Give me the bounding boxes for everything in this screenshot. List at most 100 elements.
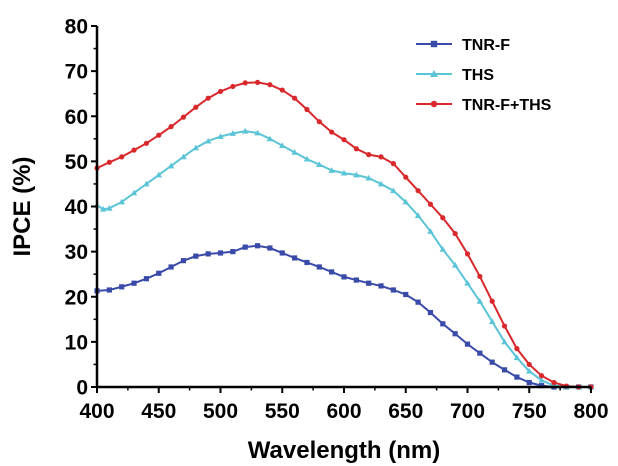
- data-point: [292, 255, 298, 261]
- data-point: [526, 361, 532, 368]
- legend-entry: TNR-F+THS: [416, 97, 552, 114]
- data-point: [119, 154, 125, 160]
- legend-label: TNR-F: [462, 37, 510, 54]
- x-tick-label: 400: [79, 400, 114, 423]
- data-point: [254, 243, 261, 249]
- data-point: [106, 159, 112, 165]
- data-point: [489, 298, 495, 304]
- data-point: [266, 135, 274, 142]
- data-point: [217, 250, 224, 256]
- data-point: [205, 95, 211, 101]
- data-point: [304, 259, 310, 266]
- data-point: [440, 321, 446, 327]
- data-point: [377, 180, 385, 187]
- data-point: [118, 198, 125, 205]
- data-point: [217, 88, 224, 95]
- data-point: [390, 161, 396, 167]
- data-point: [464, 279, 471, 286]
- x-tick-label: 700: [450, 400, 485, 423]
- data-point: [155, 171, 162, 178]
- legend-marker: [430, 100, 438, 108]
- data-point: [464, 341, 471, 347]
- data-point: [180, 114, 187, 120]
- y-tick-label: 80: [65, 16, 88, 39]
- data-point: [427, 228, 434, 234]
- data-point: [477, 350, 483, 356]
- series-tnr-f-ths: [94, 79, 594, 390]
- data-point: [316, 264, 322, 270]
- data-point: [316, 161, 323, 167]
- data-point: [427, 309, 434, 316]
- data-point: [292, 95, 298, 101]
- data-point: [106, 205, 113, 211]
- data-point: [489, 359, 495, 365]
- data-point: [329, 269, 335, 275]
- data-point: [551, 379, 557, 386]
- y-tick-label: 50: [65, 151, 88, 174]
- axes: 400 450 500 550 600 650 700 750 800 0 10 20 30 40 50 60…: [65, 16, 609, 424]
- y-tick-label: 0: [76, 377, 88, 400]
- data-point: [106, 287, 112, 293]
- y-tick-label: 20: [65, 286, 88, 309]
- data-point: [279, 142, 286, 149]
- data-point: [242, 80, 248, 86]
- legend-marker: [430, 40, 438, 48]
- data-point: [180, 153, 187, 160]
- y-tick-label: 30: [65, 241, 88, 264]
- data-point: [99, 205, 107, 212]
- data-point: [366, 152, 372, 158]
- data-point: [539, 383, 545, 389]
- data-point: [390, 187, 397, 194]
- data-point: [378, 283, 384, 289]
- y-axis-title: IPCE (%): [9, 156, 36, 256]
- data-point: [193, 253, 199, 259]
- data-point: [242, 244, 248, 250]
- y-tick-label: 40: [65, 196, 88, 219]
- data-point: [143, 140, 149, 146]
- data-point: [329, 129, 335, 135]
- data-point: [241, 127, 249, 134]
- data-point: [267, 82, 273, 88]
- plot-area: [93, 79, 595, 390]
- data-point: [451, 261, 459, 268]
- data-point: [316, 119, 322, 125]
- data-point: [353, 146, 359, 152]
- data-point: [156, 270, 162, 276]
- legend-marker: [430, 70, 438, 77]
- data-point: [403, 291, 409, 298]
- data-point: [340, 169, 348, 176]
- data-point: [217, 133, 224, 139]
- x-tick-label: 800: [573, 400, 608, 423]
- legend: TNR-F THS TNR-F+THS: [416, 37, 552, 114]
- x-tick-label: 550: [265, 400, 300, 423]
- data-point: [279, 250, 285, 256]
- data-point: [341, 274, 347, 280]
- legend-label: THS: [462, 67, 494, 84]
- data-point: [130, 189, 138, 196]
- data-point: [143, 180, 150, 187]
- data-point: [414, 212, 422, 218]
- data-point: [230, 249, 236, 255]
- data-point: [180, 258, 187, 264]
- y-tick-label: 60: [65, 106, 88, 129]
- data-point: [328, 167, 335, 173]
- data-point: [452, 331, 458, 337]
- x-tick-label: 500: [203, 400, 238, 423]
- data-point: [488, 318, 496, 325]
- data-point: [415, 188, 421, 194]
- data-point: [501, 367, 508, 373]
- data-point: [402, 198, 409, 205]
- x-tick-label: 600: [326, 400, 361, 423]
- data-point: [538, 376, 545, 383]
- x-tick-label: 650: [388, 400, 423, 423]
- data-point: [254, 129, 261, 136]
- data-point: [143, 276, 149, 282]
- data-point: [403, 174, 409, 180]
- data-point: [378, 154, 384, 160]
- data-point: [341, 137, 347, 143]
- data-point: [477, 273, 483, 280]
- data-point: [501, 338, 508, 345]
- data-point: [464, 251, 471, 257]
- legend-entry: TNR-F: [416, 37, 510, 54]
- data-point: [303, 155, 311, 162]
